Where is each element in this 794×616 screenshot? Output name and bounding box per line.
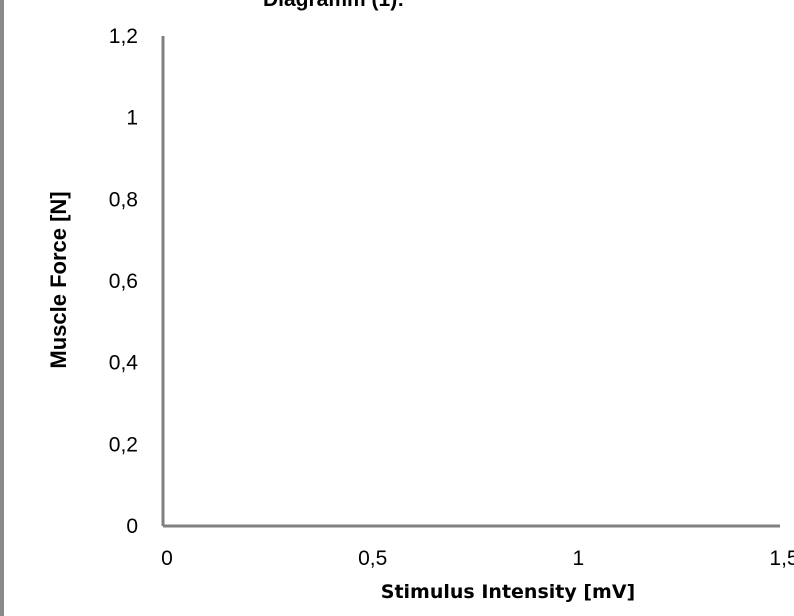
- x-tick-label: 1: [572, 547, 584, 570]
- y-tick-label: 1: [126, 107, 138, 130]
- y-axis-label: Muscle Force [N]: [46, 191, 71, 368]
- x-tick-label: 0: [161, 547, 173, 570]
- y-tick-label: 0,8: [109, 188, 138, 211]
- y-tick-label: 1,2: [109, 25, 138, 48]
- y-tick-label: 0,2: [109, 433, 138, 456]
- page-left-border: [0, 0, 4, 616]
- x-tick-label: 1,5: [769, 547, 794, 570]
- chart-title: Diagramm (1):: [263, 0, 404, 12]
- y-tick-label: 0: [126, 515, 138, 538]
- x-tick-label: 0,5: [358, 547, 387, 570]
- y-tick-label: 0,4: [109, 352, 139, 375]
- x-axis-label: Stimulus Intensity [mV]: [381, 581, 635, 603]
- y-tick-label: 0,6: [109, 270, 138, 293]
